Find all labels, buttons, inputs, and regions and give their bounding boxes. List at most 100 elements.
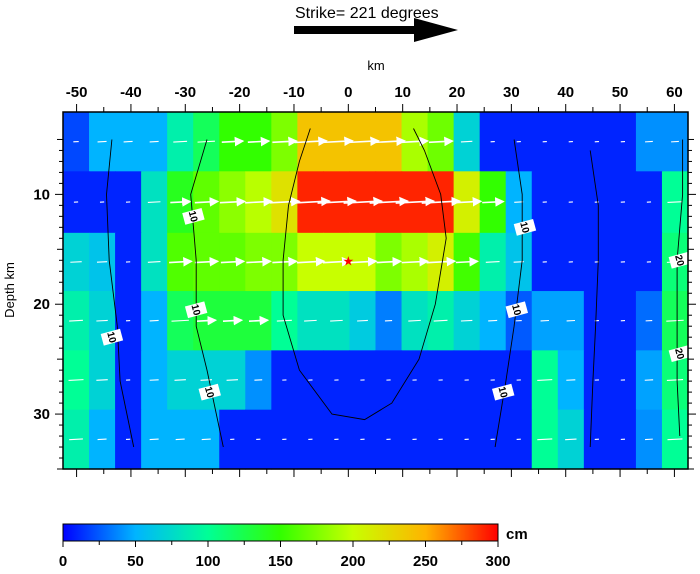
slip-vector	[245, 197, 274, 207]
slip-vector	[322, 256, 352, 267]
slip-vector	[421, 196, 462, 207]
x-tick-label: 0	[344, 84, 352, 101]
slip-vector	[401, 136, 430, 147]
slip-vector	[272, 136, 298, 147]
slip-vector	[171, 319, 189, 322]
contour-label-bg	[668, 251, 692, 269]
x-tick-label: -40	[120, 84, 142, 101]
slip-vector	[220, 256, 246, 267]
slip-vector	[222, 315, 244, 326]
slip-vector	[247, 136, 271, 147]
x-tick-label: 20	[449, 84, 466, 101]
slip-vector	[452, 196, 483, 207]
contour-label-bg	[100, 328, 124, 346]
colorbar-tick-label: 100	[195, 553, 220, 570]
strike-arrow	[294, 18, 458, 42]
x-axis-top: -50 -40 -30 -20 -10 0 10 20 30 40 50 60	[66, 84, 683, 112]
contour-line	[282, 128, 447, 421]
contour-line	[106, 139, 135, 448]
x-axis-bottom	[76, 469, 675, 477]
slip-vector	[666, 319, 684, 322]
contour-label: 10	[495, 386, 509, 400]
slip-vector	[173, 140, 188, 143]
slip-vector	[485, 261, 500, 263]
colorbar-ticks: 0 50 100 150 200 250 300	[59, 541, 511, 570]
slip-vector	[246, 256, 272, 267]
colorbar-unit: cm	[506, 526, 528, 543]
contour-label: 20	[672, 347, 686, 361]
slip-vector	[200, 379, 212, 381]
strike-label: Strike= 221 degrees	[295, 5, 439, 22]
colorbar	[62, 523, 499, 542]
contour-label-bg	[505, 301, 529, 319]
contour-label: 20	[672, 254, 686, 268]
contour-label-bg	[184, 301, 208, 319]
slip-vector	[460, 140, 473, 143]
slip-vector	[395, 196, 436, 207]
slip-vector	[330, 319, 343, 322]
hypocenter-star-icon: ★	[342, 254, 354, 269]
slip-vector	[69, 319, 83, 322]
contour-line	[676, 139, 684, 437]
contour-line	[589, 150, 599, 448]
slip-vector	[667, 438, 683, 441]
y-axis-title: Depth km	[2, 262, 17, 318]
slip-vector	[296, 256, 326, 267]
x-tick-label: -30	[174, 84, 196, 101]
contour-line	[190, 139, 224, 448]
contour-label-bg	[668, 345, 692, 363]
x-tick-label: 60	[666, 84, 683, 101]
slip-vector	[194, 197, 220, 207]
slip-vector	[317, 196, 357, 207]
colorbar-tick-label: 0	[59, 553, 67, 570]
contour-label-bg	[198, 383, 221, 401]
slip-vector	[291, 196, 331, 207]
colorbar-tick-label: 50	[127, 553, 144, 570]
contour-label: 10	[517, 221, 531, 235]
contour-label-bg	[513, 218, 537, 236]
y-axis: 10 20 30	[33, 138, 696, 470]
y-tick-label: 10	[33, 186, 50, 203]
slip-vector	[433, 319, 448, 322]
contour-label: 10	[509, 303, 523, 317]
slip-vector	[455, 257, 480, 267]
slip-vector	[667, 201, 683, 204]
slip-vector	[96, 261, 108, 263]
x-tick-label: -50	[66, 84, 88, 101]
slip-vector	[147, 201, 161, 203]
colorbar-tick-label: 150	[268, 553, 293, 570]
slip-vector	[346, 136, 380, 147]
slip-heatmap	[63, 112, 689, 470]
slip-vector	[170, 197, 192, 207]
slip-vector	[320, 136, 354, 147]
slip-vector	[68, 379, 84, 381]
colorbar-tick-label: 250	[413, 553, 438, 570]
slip-vector	[70, 261, 82, 263]
slip-vector	[565, 438, 577, 441]
slip-vector	[537, 379, 553, 381]
slip-vector	[304, 319, 317, 322]
slip-vector	[426, 256, 457, 267]
y-tick-label: 20	[33, 296, 50, 313]
slip-vector	[428, 136, 454, 147]
colorbar-tick-label: 300	[485, 553, 510, 570]
x-tick-label: -10	[283, 84, 305, 101]
slip-vector	[666, 379, 684, 381]
slip-vector	[537, 438, 553, 441]
contour-label: 10	[202, 386, 216, 400]
slip-vector	[408, 319, 421, 322]
slip-vector	[376, 256, 403, 267]
y-tick-label: 30	[33, 406, 50, 423]
contour-label: 10	[104, 331, 118, 345]
x-tick-label: 40	[557, 84, 574, 101]
slip-vector	[69, 438, 83, 441]
slip-vector	[272, 256, 298, 267]
slip-vector	[226, 379, 238, 381]
slip-vector	[482, 197, 505, 207]
slip-vector	[174, 379, 186, 381]
contour-label: 10	[188, 303, 202, 317]
colorbar-tick-label: 200	[340, 553, 365, 570]
slip-vector	[294, 136, 328, 147]
slip-vector	[194, 256, 220, 267]
